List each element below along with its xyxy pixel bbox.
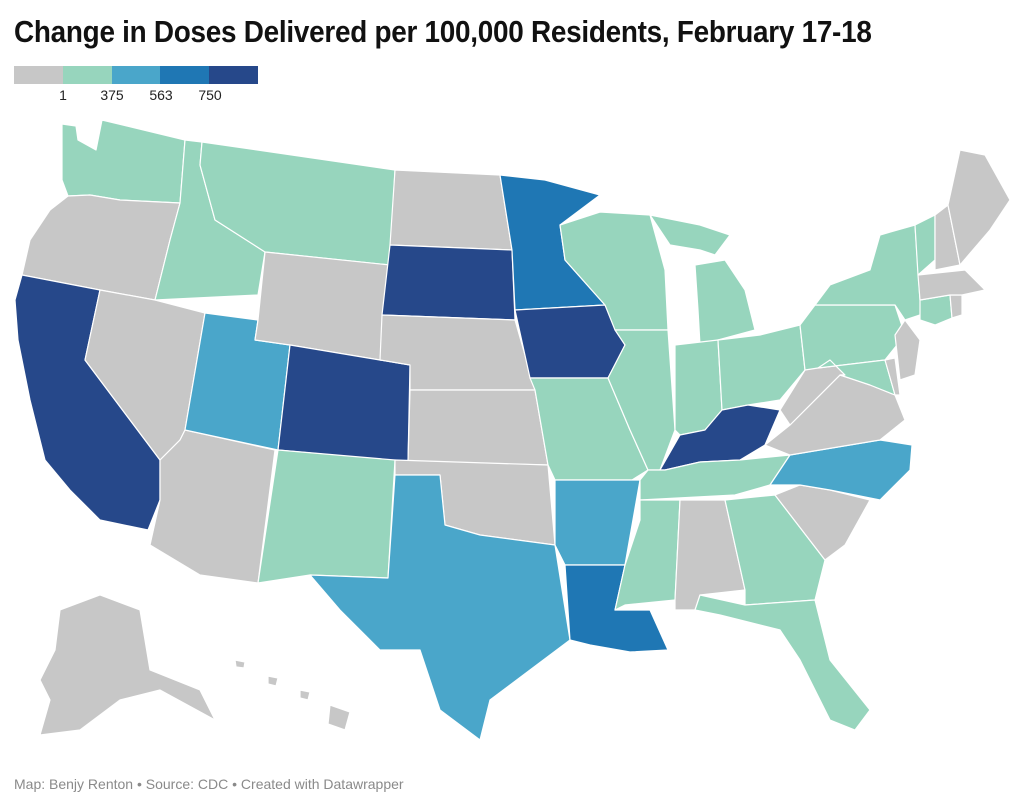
state-iowa[interactable] bbox=[514, 304, 626, 379]
legend-swatch-3 bbox=[111, 66, 161, 84]
legend-color-bar bbox=[14, 66, 258, 84]
state-new-mexico[interactable] bbox=[257, 449, 396, 584]
state-kansas[interactable] bbox=[407, 389, 549, 466]
map-title: Change in Doses Delivered per 100,000 Re… bbox=[14, 14, 872, 49]
footer-tool: Created with Datawrapper bbox=[240, 776, 404, 792]
footer-source: Source: CDC bbox=[145, 776, 229, 792]
state-arkansas[interactable] bbox=[554, 479, 641, 566]
state-colorado[interactable] bbox=[277, 344, 411, 463]
state-maine[interactable] bbox=[947, 149, 1011, 266]
state-alaska[interactable] bbox=[39, 594, 216, 736]
state-michigan[interactable] bbox=[649, 214, 756, 346]
legend-tick-375: 375 bbox=[100, 87, 124, 103]
map-footer: Map: Benjy Renton • Source: CDC • Create… bbox=[14, 776, 404, 792]
legend-swatch-5 bbox=[209, 66, 258, 84]
state-massachusetts[interactable] bbox=[917, 269, 986, 301]
legend-swatch-4 bbox=[160, 66, 210, 84]
state-south-dakota[interactable] bbox=[381, 244, 516, 321]
state-florida[interactable] bbox=[694, 594, 871, 731]
legend-swatch-2 bbox=[62, 66, 112, 84]
us-choropleth-map bbox=[14, 119, 1011, 741]
footer-separator: • bbox=[232, 776, 238, 792]
legend-tick-1: 1 bbox=[59, 87, 67, 103]
footer-separator: • bbox=[136, 776, 142, 792]
state-new-jersey[interactable] bbox=[894, 319, 921, 381]
legend-tick-563: 563 bbox=[149, 87, 173, 103]
legend-swatch-1 bbox=[14, 66, 63, 84]
state-hawaii[interactable] bbox=[234, 659, 351, 731]
state-rhode-island[interactable] bbox=[949, 294, 963, 319]
footer-credit: Map: Benjy Renton bbox=[14, 776, 134, 792]
color-legend: 1 375 563 750 bbox=[14, 66, 258, 106]
state-arizona[interactable] bbox=[149, 429, 276, 584]
legend-tick-750: 750 bbox=[198, 87, 222, 103]
state-texas[interactable] bbox=[309, 474, 571, 741]
state-north-dakota[interactable] bbox=[389, 169, 513, 251]
state-vermont[interactable] bbox=[914, 214, 936, 276]
state-delaware[interactable] bbox=[884, 357, 901, 396]
legend-ticks: 1 375 563 750 bbox=[14, 84, 258, 104]
state-new-hampshire[interactable] bbox=[934, 204, 961, 271]
state-washington[interactable] bbox=[61, 119, 186, 204]
